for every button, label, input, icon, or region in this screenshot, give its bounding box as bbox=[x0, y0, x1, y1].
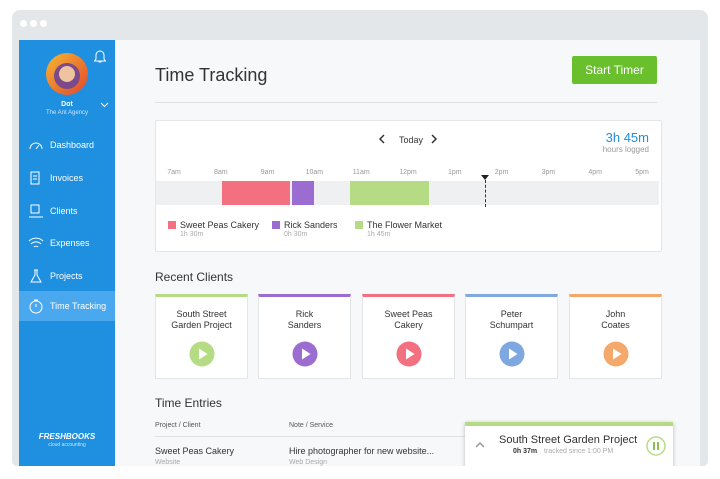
expand-icon[interactable] bbox=[475, 441, 485, 448]
active-timer[interactable]: South Street Garden Project 0h 37m track… bbox=[465, 422, 673, 469]
logo: FRESHBOOKS bbox=[38, 432, 96, 441]
nav-label: Invoices bbox=[50, 173, 84, 183]
divider bbox=[155, 436, 465, 437]
legend-duration: 1h 30m bbox=[180, 231, 204, 238]
legend-name: Rick Sanders bbox=[284, 220, 338, 230]
nav-label: Dashboard bbox=[50, 140, 95, 150]
start-timer-button[interactable]: Start Timer bbox=[572, 56, 657, 84]
client-name-line: Rick bbox=[295, 309, 314, 319]
play-button[interactable] bbox=[189, 341, 215, 367]
client-name-line: Coates bbox=[601, 320, 630, 330]
client-name-line: Sanders bbox=[287, 320, 322, 330]
nav-label: Expenses bbox=[50, 238, 90, 248]
user-name: Dot bbox=[61, 101, 73, 108]
nav-label: Projects bbox=[50, 271, 83, 281]
hour-label: 7am bbox=[167, 169, 181, 176]
client-name: Peter Schumpart bbox=[466, 309, 557, 331]
client-card[interactable]: South Street Garden Project bbox=[155, 294, 248, 379]
entry-service: Web Design bbox=[289, 459, 328, 466]
client-name-line: South Street bbox=[176, 309, 227, 319]
legend-duration: 1h 45m bbox=[367, 231, 391, 238]
page-title: Time Tracking bbox=[155, 65, 268, 85]
hour-label: 10am bbox=[305, 169, 324, 176]
window-dot bbox=[20, 20, 27, 27]
play-button[interactable] bbox=[499, 341, 525, 367]
nav-label: Clients bbox=[50, 206, 78, 216]
hour-label: 4pm bbox=[588, 169, 602, 176]
section-title: Time Entries bbox=[155, 396, 222, 410]
nav-item[interactable]: Expenses bbox=[19, 228, 115, 258]
nav-item[interactable]: Invoices bbox=[19, 163, 115, 193]
client-name: John Coates bbox=[570, 309, 661, 331]
column-header: Note / Service bbox=[289, 422, 333, 429]
timer-elapsed: 0h 37m bbox=[513, 448, 538, 455]
legend-duration: 0h 30m bbox=[284, 231, 308, 238]
logo-tagline: cloud accounting bbox=[48, 442, 86, 448]
play-button[interactable] bbox=[603, 341, 629, 367]
time-block bbox=[222, 181, 290, 205]
day-label: Today bbox=[399, 135, 424, 145]
main-area bbox=[115, 40, 700, 466]
hour-label: 1pm bbox=[447, 169, 462, 176]
legend-name: Sweet Peas Cakery bbox=[180, 220, 260, 230]
time-block bbox=[350, 181, 429, 205]
client-name: Sweet Peas Cakery bbox=[363, 309, 454, 331]
divider bbox=[155, 102, 657, 103]
nav-item[interactable]: Clients bbox=[19, 196, 115, 226]
client-name-line: Peter bbox=[500, 309, 523, 319]
client-name: South Street Garden Project bbox=[156, 309, 247, 331]
next-day[interactable] bbox=[430, 134, 438, 144]
entry-client: Website bbox=[155, 459, 181, 466]
hours-label: hours logged bbox=[602, 145, 649, 154]
client-name: Rick Sanders bbox=[259, 309, 350, 331]
client-name-line: Sweet Peas bbox=[384, 309, 433, 319]
time-block bbox=[292, 181, 314, 205]
play-button[interactable] bbox=[396, 341, 422, 367]
column-header: Project / Client bbox=[155, 422, 201, 429]
bell-icon[interactable] bbox=[94, 50, 106, 64]
sidebar: Dot The Ant Agency Dashboard Invoices Cl… bbox=[19, 40, 115, 466]
hour-label: 5pm bbox=[635, 169, 649, 176]
pause-button[interactable] bbox=[646, 436, 666, 456]
client-card[interactable]: Peter Schumpart bbox=[465, 294, 558, 379]
hour-label: 11am bbox=[352, 169, 370, 176]
hour-label: 8am bbox=[213, 169, 228, 176]
entry-note: Hire photographer for new website... bbox=[289, 446, 435, 456]
nav-item[interactable]: Dashboard bbox=[19, 130, 115, 160]
client-name-line: Schumpart bbox=[489, 320, 534, 330]
current-time-line bbox=[485, 180, 486, 207]
company-name: The Ant Agency bbox=[45, 110, 89, 116]
client-card[interactable]: Rick Sanders bbox=[258, 294, 351, 379]
bottom-edge bbox=[0, 466, 720, 479]
window-dot bbox=[30, 20, 37, 27]
entry-project: Sweet Peas Cakery bbox=[155, 446, 235, 456]
hour-label: 2pm bbox=[494, 169, 509, 176]
prev-day[interactable] bbox=[378, 134, 386, 144]
client-name-line: Cakery bbox=[394, 320, 423, 330]
nav-item[interactable]: Projects bbox=[19, 261, 115, 291]
client-card[interactable]: John Coates bbox=[569, 294, 662, 379]
timer-project: South Street Garden Project bbox=[499, 434, 638, 446]
timer-since: tracked since 1:00 PM bbox=[544, 448, 614, 455]
nav-label: Time Tracking bbox=[50, 301, 107, 311]
hour-label: 9am bbox=[260, 169, 275, 176]
client-name-line: Garden Project bbox=[171, 320, 232, 330]
hour-label: 12pm bbox=[399, 169, 417, 176]
avatar[interactable] bbox=[45, 52, 89, 96]
hours-total: 3h 45m bbox=[605, 130, 649, 145]
legend-name: The Flower Market bbox=[367, 220, 443, 230]
nav-item-active[interactable]: Time Tracking bbox=[19, 291, 115, 321]
client-card[interactable]: Sweet Peas Cakery bbox=[362, 294, 455, 379]
play-button[interactable] bbox=[292, 341, 318, 367]
current-time-marker bbox=[481, 175, 489, 180]
client-name-line: John bbox=[605, 309, 626, 319]
hour-label: 3pm bbox=[541, 169, 556, 176]
section-title: Recent Clients bbox=[155, 270, 234, 284]
dropdown-icon[interactable] bbox=[100, 102, 109, 108]
window-dot bbox=[40, 20, 47, 27]
